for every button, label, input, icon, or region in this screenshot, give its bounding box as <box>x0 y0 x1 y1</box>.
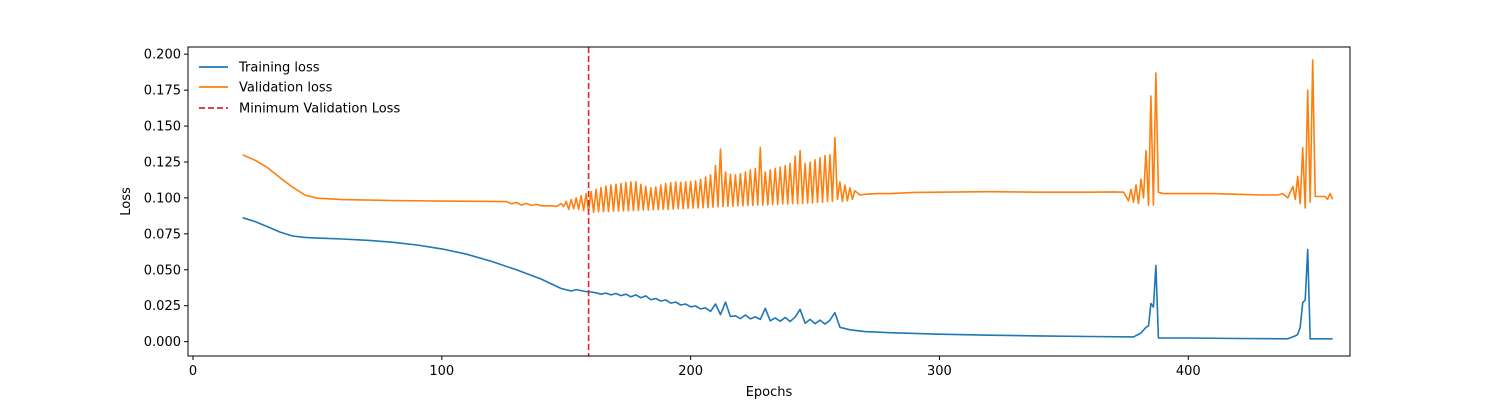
x-axis: 0 100 200 300 400 <box>189 356 1201 379</box>
plot-area <box>242 47 1334 356</box>
x-axis-label: Epochs <box>746 385 793 400</box>
legend-label-training-loss: Training loss <box>238 61 320 76</box>
x-tick-label: 100 <box>429 364 454 379</box>
series-line-training-loss <box>242 216 1333 340</box>
legend-label-validation-loss: Validation loss <box>239 81 333 96</box>
y-tick-label: 0.025 <box>144 299 181 314</box>
y-tick-label: 0.200 <box>144 48 181 63</box>
x-tick-label: 0 <box>189 364 197 379</box>
y-tick-label: 0.000 <box>144 335 181 350</box>
y-tick-label: 0.075 <box>144 227 181 242</box>
series-line-validation-loss <box>242 59 1334 214</box>
y-tick-label: 0.050 <box>144 263 181 278</box>
legend: Training loss Validation loss Minimum Va… <box>199 61 400 117</box>
y-axis-label: Loss <box>119 187 134 216</box>
x-tick-label: 400 <box>1176 364 1201 379</box>
y-tick-label: 0.125 <box>144 155 181 170</box>
y-axis: 0.000 0.025 0.050 0.075 0.100 0.125 0.150 0.175… <box>144 48 188 350</box>
axes-frame <box>187 46 1351 357</box>
y-tick-label: 0.175 <box>144 84 181 99</box>
legend-label-minimum-validation-loss: Minimum Validation Loss <box>239 102 400 117</box>
x-tick-label: 200 <box>678 364 703 379</box>
y-tick-label: 0.100 <box>144 191 181 206</box>
x-tick-label: 300 <box>927 364 952 379</box>
y-tick-label: 0.150 <box>144 120 181 135</box>
